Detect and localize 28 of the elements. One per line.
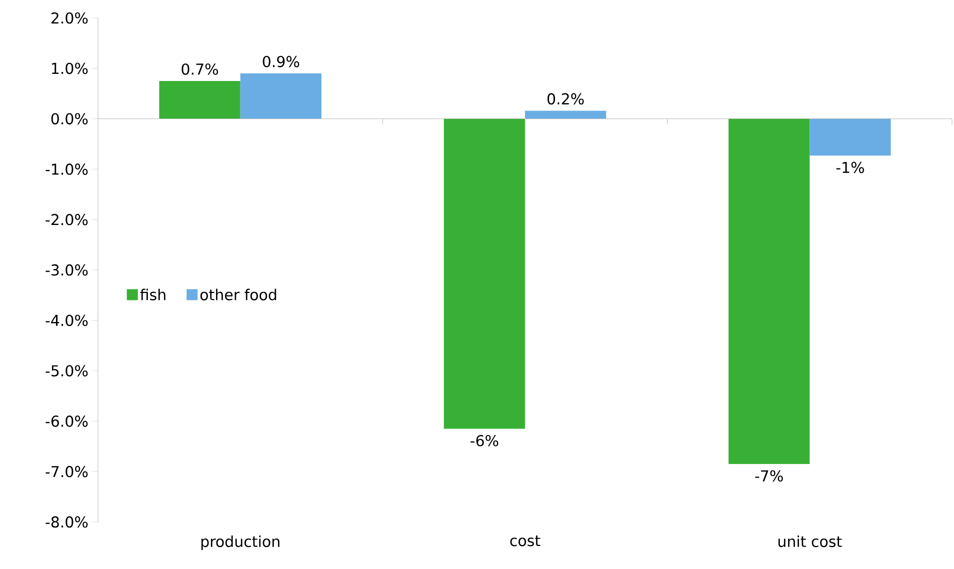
y-tick-label: -8.0% — [46, 516, 88, 528]
data-label: 0.7% — [182, 63, 218, 75]
y-tick-label: 1.0% — [52, 62, 88, 74]
x-tick-label: cost — [510, 536, 540, 546]
bar — [159, 80, 240, 119]
y-tick-label: -6.0% — [46, 416, 88, 427]
legend-label: other food — [200, 288, 276, 300]
bar — [728, 118, 810, 464]
x-tick-label: unit cost — [778, 536, 842, 548]
legend-label: fish — [140, 288, 166, 300]
data-label: 0.2% — [548, 93, 584, 105]
x-tick-label: production — [201, 536, 280, 550]
y-tick-label: -4.0% — [46, 314, 88, 326]
data-label: 0.9% — [262, 56, 300, 68]
bar — [444, 118, 525, 429]
data-label: -7% — [755, 470, 783, 482]
y-tick-label: -7.0% — [46, 466, 88, 478]
y-tick-label: 0.0% — [51, 113, 88, 124]
y-tick-label: -5.0% — [46, 365, 88, 376]
bar — [240, 73, 322, 119]
y-tick-label: -3.0% — [46, 264, 88, 276]
y-tick-label: 2.0% — [51, 12, 88, 24]
y-tick-label: -2.0% — [46, 214, 88, 226]
bar — [810, 118, 891, 156]
bar — [525, 110, 606, 119]
y-tick-label: -1.0% — [46, 164, 88, 175]
data-label: -6% — [470, 434, 498, 446]
data-label: -1% — [836, 162, 864, 174]
